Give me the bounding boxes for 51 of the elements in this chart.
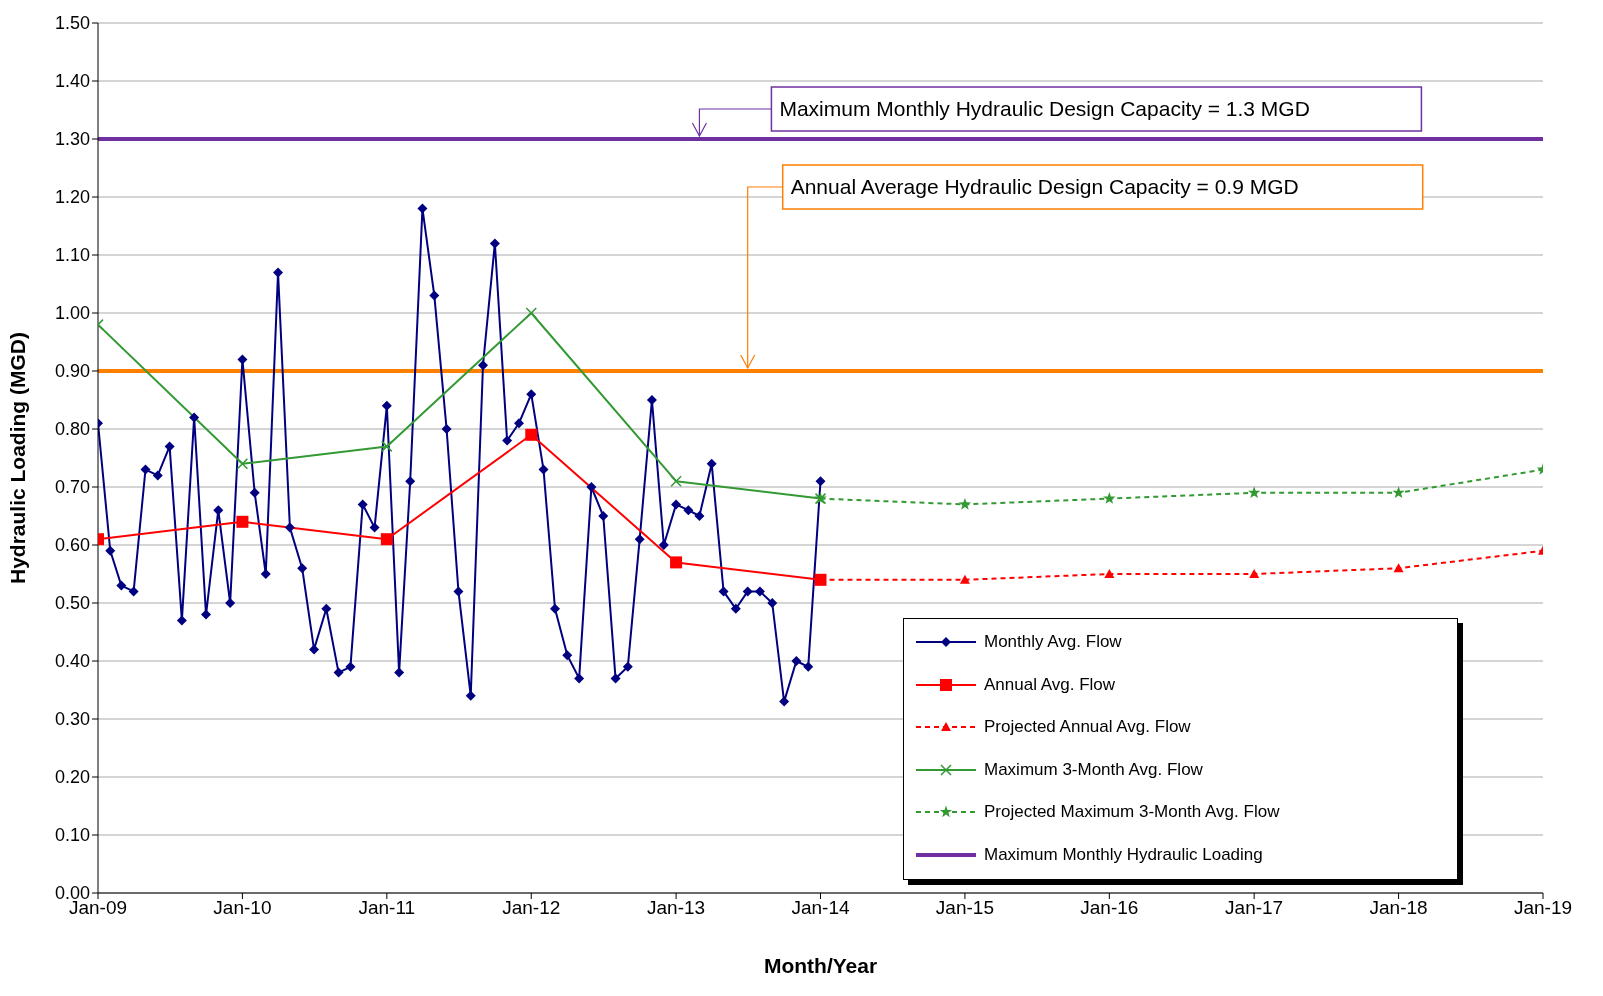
point: [525, 307, 538, 319]
annotation: Annual Average Hydraulic Design Capacity = 0.9 MGD: [790, 175, 1299, 198]
point: [1103, 492, 1116, 504]
y-tick-label: 1.50: [54, 13, 90, 34]
x-tick-label: Jan-17: [1225, 897, 1284, 919]
y-tick-label: 0.80: [54, 419, 90, 440]
x-tick-label: Jan-13: [647, 897, 706, 919]
point: [236, 515, 249, 528]
x-tick-label: Jan-18: [1369, 897, 1428, 919]
x-tick-label: Jan-15: [935, 897, 994, 919]
y-tick-label: 1.40: [54, 71, 90, 92]
point: [1104, 569, 1115, 578]
point: [959, 574, 970, 584]
point: [1393, 563, 1404, 573]
y-tick-label: 1.20: [54, 187, 90, 208]
y-tick-label: 0.10: [54, 825, 90, 846]
x-axis-title: Month/Year: [763, 954, 878, 977]
y-tick-label: 0.50: [54, 593, 90, 614]
point: [1392, 486, 1405, 499]
y-tick-label: 0.70: [54, 477, 90, 498]
x-tick-label: Jan-19: [1513, 897, 1573, 919]
y-tick-label: 1.10: [54, 245, 90, 266]
point: [236, 458, 249, 470]
point: [1247, 486, 1261, 499]
legend-label: Projected Maximum 3-Month Avg. Flow: [984, 802, 1280, 823]
point: [670, 475, 682, 487]
legend-label: Maximum Monthly Hydraulic Loading: [984, 844, 1263, 865]
legend-label: Maximum 3-Month Avg. Flow: [984, 759, 1203, 780]
annotation: Maximum Monthly Hydraulic Design Capacity = 1.3 MGD: [779, 97, 1310, 120]
x-tick-label: Jan-11: [358, 897, 416, 919]
y-axis-title: Hydraulic Loading (MGD): [6, 332, 30, 584]
point: [958, 497, 972, 510]
x-tick-label: Jan-10: [213, 897, 272, 919]
x-tick-label: Jan-16: [1080, 897, 1139, 919]
point: [380, 533, 393, 546]
y-tick-label: 0.40: [54, 651, 90, 672]
x-tick-label: Jan-12: [502, 897, 561, 919]
point: [670, 556, 683, 569]
point: [1249, 569, 1260, 578]
y-tick-label: 0.20: [54, 767, 90, 788]
y-tick-label: 0.30: [54, 709, 90, 730]
y-tick-label: 1.30: [54, 129, 90, 150]
legend-label: Projected Annual Avg. Flow: [984, 717, 1191, 738]
point: [525, 428, 538, 441]
y-tick-label: 1.00: [54, 303, 90, 324]
point: [381, 440, 393, 453]
y-tick-label: 0.60: [54, 535, 90, 556]
y-tick-label: 0.90: [54, 361, 90, 382]
legend-label: Annual Avg. Flow: [984, 674, 1116, 695]
x-tick-label: Jan-14: [791, 897, 850, 919]
legend-label: Monthly Avg. Flow: [984, 632, 1122, 653]
